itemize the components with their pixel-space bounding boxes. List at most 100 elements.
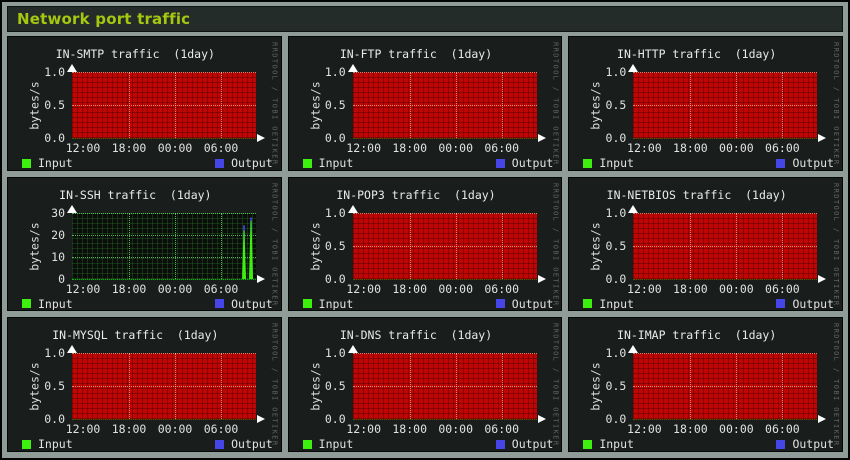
major-gridline-vertical xyxy=(129,212,131,279)
x-tick-label: 00:00 xyxy=(438,141,473,155)
y-tick-label: 1.0 xyxy=(324,346,346,361)
output-legend-label: Output xyxy=(792,296,834,311)
rrdtool-watermark: RRDTOOL / TOBI OETIKER xyxy=(831,323,840,447)
graph-title: IN-SMTP traffic (1day) xyxy=(55,47,215,61)
x-tick-label: 00:00 xyxy=(157,141,193,155)
x-axis-ticks: 12:00 18:00 00:00 06:00 xyxy=(627,422,817,437)
x-axis-ticks: 12:00 18:00 00:00 06:00 xyxy=(66,422,256,437)
x-tick-label: 12:00 xyxy=(346,422,381,437)
y-tick-label: 0.0 xyxy=(605,412,627,427)
plot-area xyxy=(628,345,827,424)
input-legend-swatch-icon xyxy=(302,439,312,449)
y-axis-ticks: 1.0 0.5 0.0 xyxy=(289,346,346,426)
input-legend-swatch-icon xyxy=(583,158,593,168)
output-legend-swatch-icon xyxy=(495,439,505,449)
graph-legend: Input Output xyxy=(302,437,554,452)
rrdtool-watermark: RRDTOOL / TOBI OETIKER xyxy=(270,42,279,166)
y-axis-ticks: 1.0 0.5 0.0 xyxy=(8,346,65,426)
y-tick-label: 1.0 xyxy=(324,65,346,79)
y-tick-label: 0.5 xyxy=(605,238,627,253)
y-tick-label: 1.0 xyxy=(605,346,627,361)
major-gridline-horizontal xyxy=(72,105,256,106)
output-legend-swatch-icon xyxy=(215,299,225,309)
x-axis-ticks: 12:00 18:00 00:00 06:00 xyxy=(346,422,537,437)
graph-legend: Input Output xyxy=(583,296,834,311)
output-legend-label: Output xyxy=(511,296,554,311)
y-tick-label: 0.0 xyxy=(44,412,65,427)
x-tick-label: 00:00 xyxy=(438,422,473,437)
x-axis-arrow-icon xyxy=(537,274,546,283)
major-gridline-horizontal xyxy=(352,212,537,214)
x-tick-label: 00:00 xyxy=(719,422,754,437)
x-tick-label: 12:00 xyxy=(65,422,101,437)
traffic-graph-panel[interactable]: IN-SSH traffic (1day) RRDTOOL / TOBI OET… xyxy=(7,176,282,312)
major-gridline-horizontal xyxy=(633,105,818,106)
major-gridline-horizontal xyxy=(72,72,256,73)
x-tick-label: 12:00 xyxy=(65,281,101,296)
traffic-graph-panel[interactable]: IN-NETBIOS traffic (1day) RRDTOOL / TOBI… xyxy=(568,176,843,312)
traffic-graph-panel[interactable]: IN-SMTP traffic (1day) RRDTOOL / TOBI OE… xyxy=(7,36,282,171)
traffic-graph-panel[interactable]: IN-POP3 traffic (1day) RRDTOOL / TOBI OE… xyxy=(287,176,563,312)
plot-area xyxy=(67,64,265,142)
traffic-graph-panel[interactable]: IN-MYSQL traffic (1day) RRDTOOL / TOBI O… xyxy=(7,317,282,452)
y-axis-ticks: 1.0 0.5 0.0 xyxy=(569,346,627,426)
x-axis-arrow-icon xyxy=(537,134,546,142)
y-tick-label: 1.0 xyxy=(605,205,627,220)
plot-area xyxy=(628,64,827,142)
y-axis-arrow-icon xyxy=(347,64,358,72)
graph-legend: Input Output xyxy=(302,156,553,170)
y-tick-label: 0.5 xyxy=(324,238,346,253)
traffic-graph-panel[interactable]: IN-DNS traffic (1day) RRDTOOL / TOBI OET… xyxy=(287,317,563,452)
y-tick-label: 0.5 xyxy=(44,98,65,112)
rrdtool-watermark: RRDTOOL / TOBI OETIKER xyxy=(551,323,560,447)
x-axis-arrow-icon xyxy=(818,274,827,283)
traffic-graph-panel[interactable]: IN-HTTP traffic (1day) RRDTOOL / TOBI OE… xyxy=(568,36,843,171)
output-legend-label: Output xyxy=(511,437,554,452)
graph-title: IN-NETBIOS traffic (1day) xyxy=(606,187,787,202)
plot-area xyxy=(67,345,265,424)
y-tick-label: 0.0 xyxy=(324,131,346,145)
x-axis-ticks: 12:00 18:00 00:00 06:00 xyxy=(66,282,256,296)
x-tick-label: 06:00 xyxy=(484,281,519,296)
traffic-graph-panel[interactable]: IN-FTP traffic (1day) RRDTOOL / TOBI OET… xyxy=(287,36,563,171)
output-legend-swatch-icon xyxy=(776,158,786,168)
x-tick-label: 12:00 xyxy=(346,281,381,296)
major-gridline-horizontal xyxy=(72,234,256,236)
traffic-series-plot xyxy=(242,217,254,279)
graph-legend: Input Output xyxy=(302,296,554,311)
output-legend-swatch-icon xyxy=(495,158,505,168)
input-legend-swatch-icon xyxy=(22,158,31,168)
y-tick-label: 20 xyxy=(51,227,65,242)
rrdtool-watermark: RRDTOOL / TOBI OETIKER xyxy=(551,42,560,166)
plot-area xyxy=(347,345,546,424)
plot-area xyxy=(628,204,827,283)
y-axis-arrow-icon xyxy=(628,204,639,213)
x-tick-label: 06:00 xyxy=(203,422,239,437)
input-legend-label: Input xyxy=(318,296,354,311)
graph-title: IN-IMAP traffic (1day) xyxy=(617,328,777,343)
rrdtool-watermark: RRDTOOL / TOBI OETIKER xyxy=(551,182,560,307)
graph-title: IN-MYSQL traffic (1day) xyxy=(52,328,219,343)
x-tick-label: 12:00 xyxy=(65,141,101,155)
y-axis-ticks: 30 20 10 0 xyxy=(8,206,65,286)
y-tick-label: 0 xyxy=(58,271,65,286)
x-axis-ticks: 12:00 18:00 00:00 06:00 xyxy=(346,141,537,155)
graph-legend: Input Output xyxy=(583,156,834,170)
x-tick-label: 06:00 xyxy=(765,141,800,155)
input-legend-label: Input xyxy=(38,296,73,311)
x-tick-label: 18:00 xyxy=(111,422,147,437)
x-axis-arrow-icon xyxy=(818,415,827,424)
output-legend-label: Output xyxy=(792,437,834,452)
y-axis-arrow-icon xyxy=(347,345,358,354)
x-tick-label: 18:00 xyxy=(392,422,427,437)
x-tick-label: 06:00 xyxy=(765,422,800,437)
input-legend-label: Input xyxy=(599,156,634,170)
traffic-graph-panel[interactable]: IN-IMAP traffic (1day) RRDTOOL / TOBI OE… xyxy=(568,317,843,452)
y-tick-label: 0.5 xyxy=(44,379,65,394)
x-tick-label: 12:00 xyxy=(627,141,662,155)
y-tick-label: 30 xyxy=(51,205,65,220)
major-gridline-horizontal xyxy=(633,353,818,355)
y-axis-arrow-icon xyxy=(628,345,639,354)
x-axis-arrow-icon xyxy=(537,415,546,424)
x-tick-label: 06:00 xyxy=(765,281,800,296)
